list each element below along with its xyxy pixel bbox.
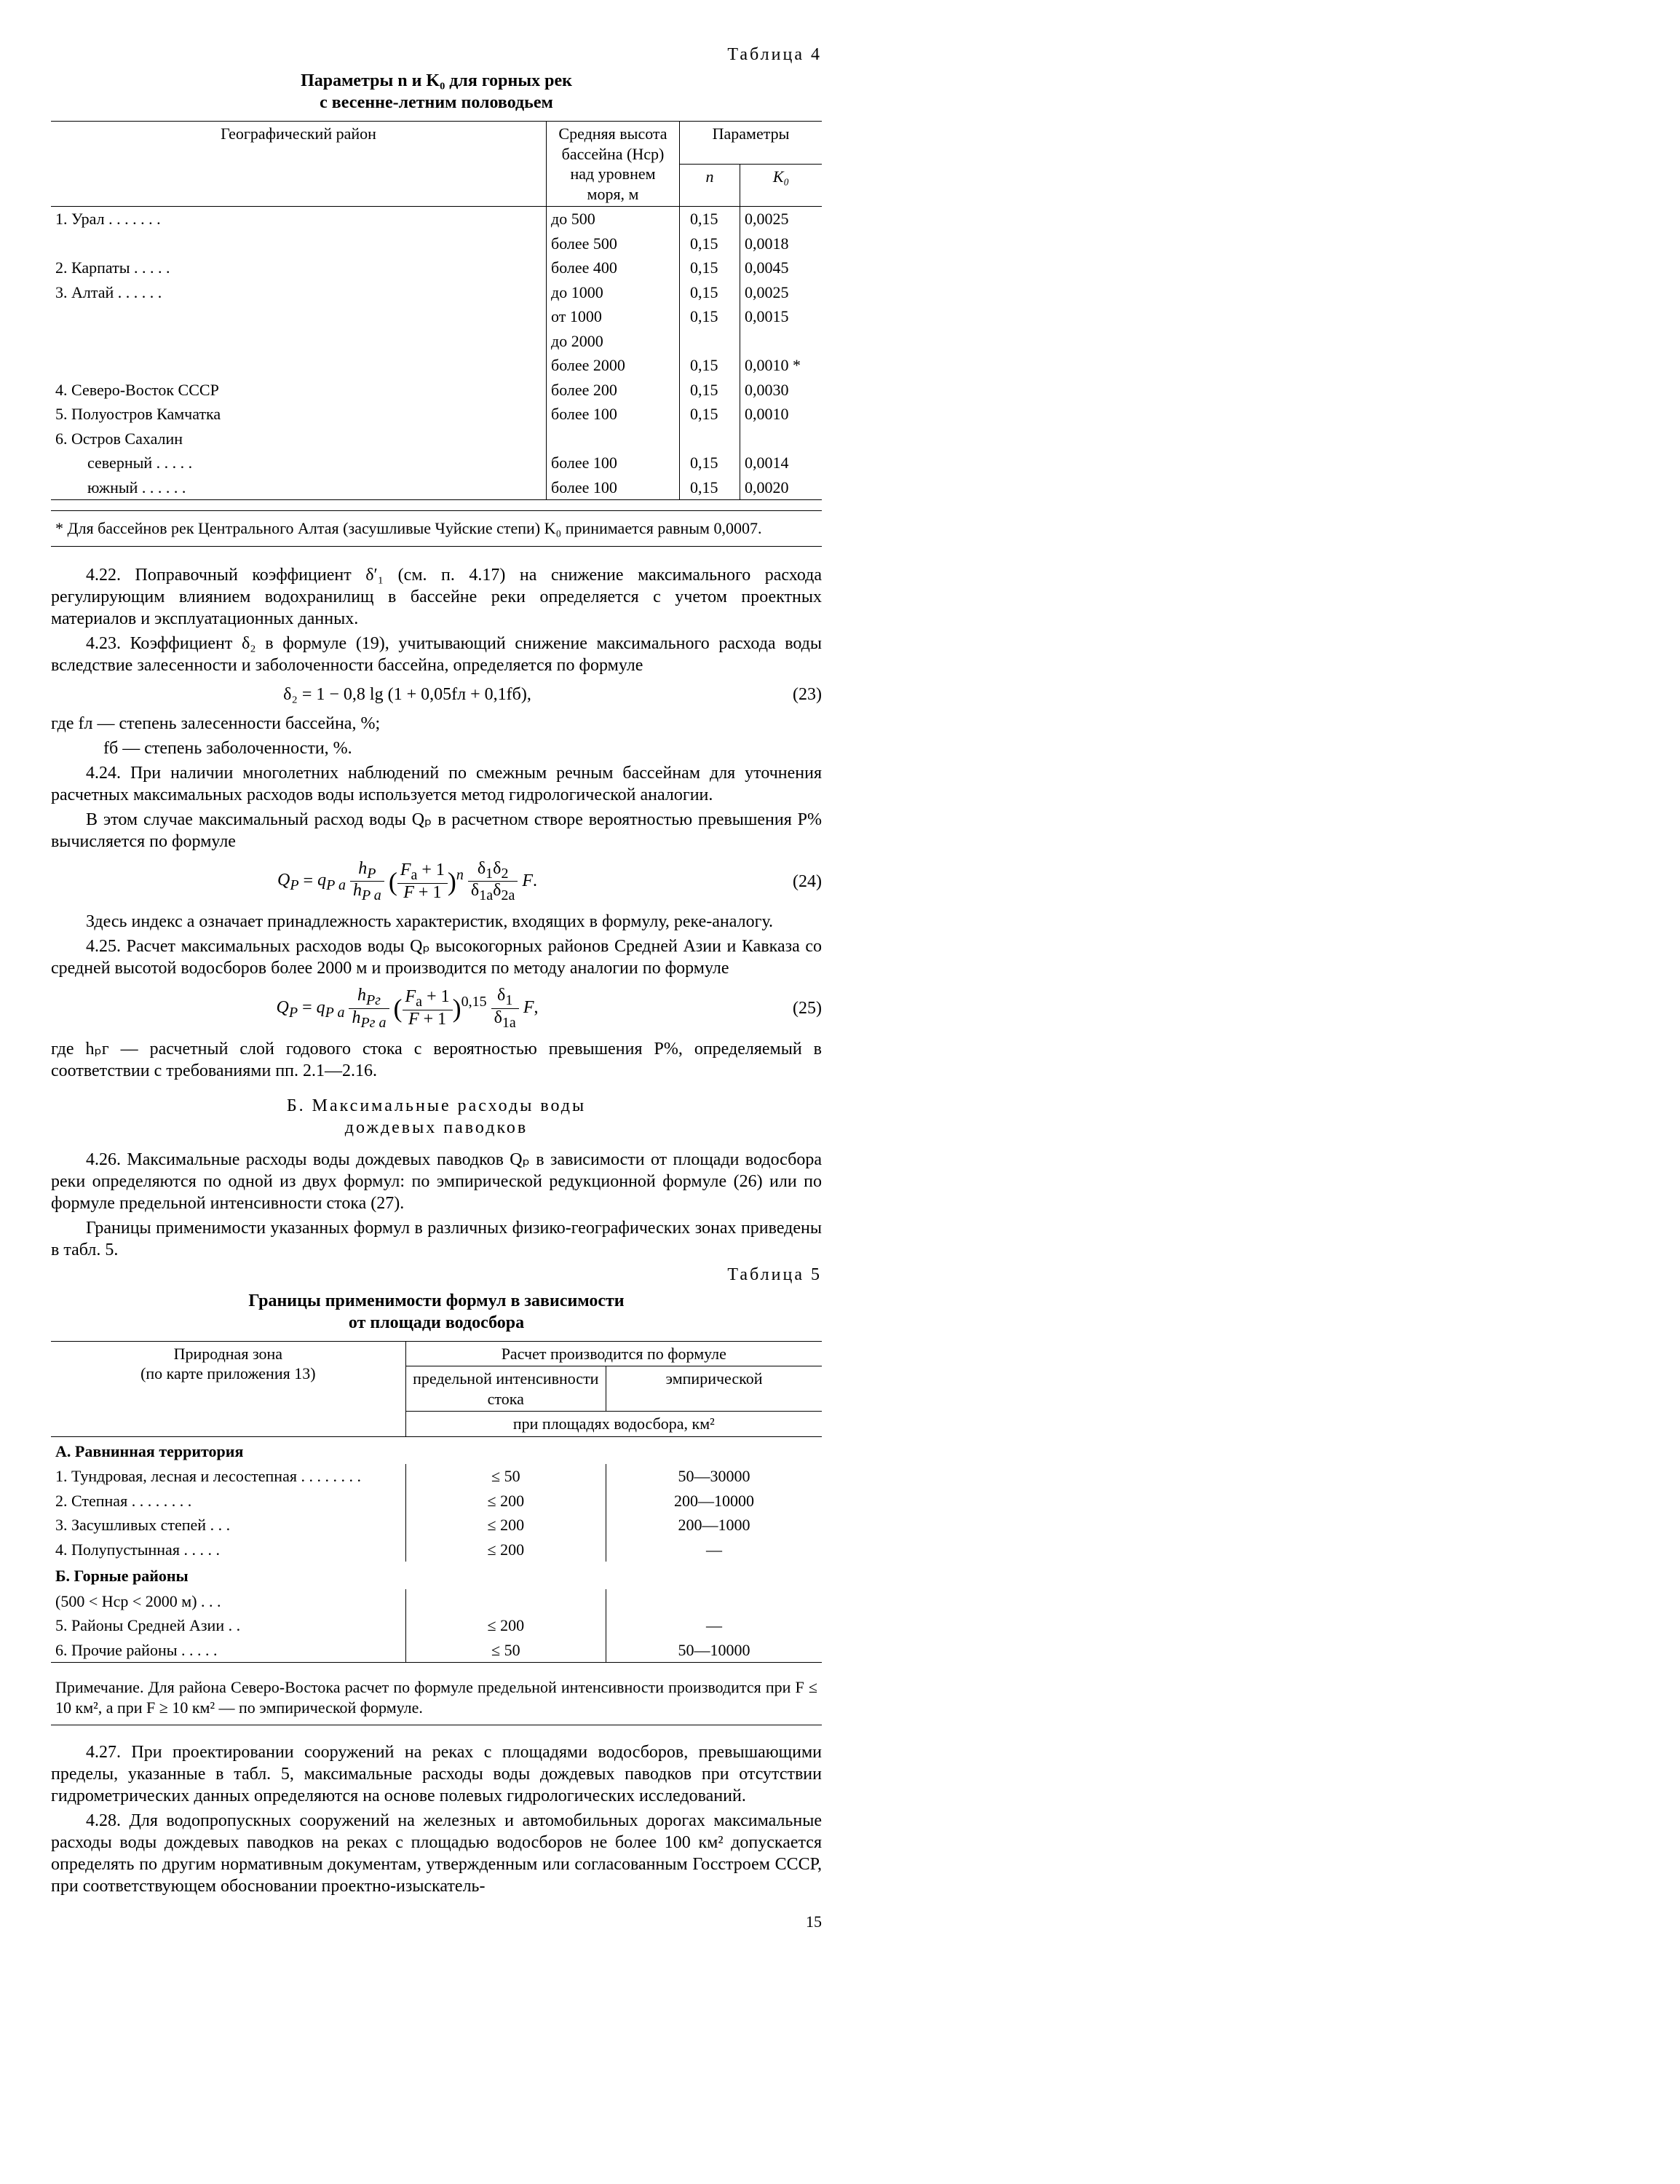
table-row: 2. Карпаты . . . . .более 4000,150,0045 (51, 256, 822, 280)
table-row: Б. Горные районы (51, 1562, 822, 1589)
p-4-26a: 4.26. Максимальные расходы воды дождевых… (51, 1149, 822, 1214)
p-4-26b: Границы применимости указанных формул в … (51, 1217, 822, 1261)
table-row: 4. Полупустынная . . . . .≤ 200— (51, 1538, 822, 1562)
table-row: А. Равнинная территория (51, 1436, 822, 1464)
table5-title-l1: Границы применимости формул в зависимост… (248, 1291, 624, 1310)
th-region: Географический район (51, 122, 547, 207)
table-row: 6. Остров Сахалин (51, 427, 822, 451)
table5-title: Границы применимости формул в зависимост… (51, 1290, 822, 1334)
formula-24-num: (24) (764, 871, 822, 893)
table-row: 3. Алтай . . . . . .до 10000,150,0025 (51, 280, 822, 305)
p-4-23-where1: где fл — степень залесенности бассейна, … (51, 713, 822, 735)
formula-23-num: (23) (764, 684, 822, 705)
table-row: южный . . . . . .более 1000,150,0020 (51, 475, 822, 500)
table4: Географический район Средняя высота басс… (51, 121, 822, 500)
table4-footnote: * Для бассейнов рек Центрального Алтая (… (51, 510, 822, 547)
p-4-23-where2: fб — степень заболоченности, %. (51, 737, 822, 759)
page-number: 15 (51, 1912, 822, 1932)
table4-title-l1: Параметры n и K₀ для горных рек (301, 71, 572, 90)
table-row: более 20000,150,0010 * (51, 353, 822, 378)
table5-label: Таблица 5 (51, 1264, 822, 1286)
formula-23: δ₂ = 1 − 0,8 lg (1 + 0,05fл + 0,1fб), (2… (51, 684, 822, 705)
formula-25-body: QP = qP а hPгhPг а (Fа + 1F + 1)0,15 δ1δ… (51, 986, 764, 1031)
table-row: 1. Урал . . . . . . .до 5000,150,0025 (51, 207, 822, 232)
th-k0: K₀ (740, 164, 823, 207)
table5: Природная зона (по карте приложения 13) … (51, 1341, 822, 1663)
p-4-27: 4.27. При проектировании сооружений на р… (51, 1741, 822, 1807)
p-4-24c: Здесь индекс а означает принадлежность х… (51, 911, 822, 933)
table-row: более 5000,150,0018 (51, 232, 822, 256)
p-where-hpg: где hₚг — расчетный слой годового стока … (51, 1038, 822, 1082)
section-b-l1: Б. Максимальные расходы воды (287, 1096, 586, 1115)
th-area: при площадях водосбора, км² (405, 1412, 822, 1437)
p-4-22: 4.22. Поправочный коэффициент δ′₁ (см. п… (51, 564, 822, 630)
table5-block: Таблица 5 Границы применимости формул в … (51, 1264, 822, 1726)
th-zone: Природная зона (по карте приложения 13) (51, 1341, 405, 1436)
table4-label: Таблица 4 (51, 44, 822, 66)
formula-25-num: (25) (764, 997, 822, 1019)
section-b-heading: Б. Максимальные расходы воды дождевых па… (51, 1095, 822, 1139)
table-row: 4. Северо-Восток СССРболее 2000,150,0030 (51, 378, 822, 403)
th-params: Параметры (680, 122, 823, 165)
table-row: 5. Полуостров Камчаткаболее 1000,150,001… (51, 402, 822, 427)
table-row: до 2000 (51, 329, 822, 354)
table-row: 6. Прочие районы . . . . .≤ 5050—10000 (51, 1638, 822, 1663)
p-4-25: 4.25. Расчет максимальных расходов воды … (51, 935, 822, 979)
table4-block: Таблица 4 Параметры n и K₀ для горных ре… (51, 44, 822, 547)
table-row: от 10000,150,0015 (51, 304, 822, 329)
table-row: северный . . . . .более 1000,150,0014 (51, 451, 822, 475)
table-row: 1. Тундровая, лесная и лесостепная . . .… (51, 1464, 822, 1489)
p-4-24a: 4.24. При наличии многолетних наблюдений… (51, 762, 822, 806)
th-h: Средняя высота бассейна (Hср) над уровне… (547, 122, 680, 207)
table-row: 3. Засушливых степей . . .≤ 200200—1000 (51, 1513, 822, 1538)
table-row: 5. Районы Средней Азии . .≤ 200— (51, 1613, 822, 1638)
formula-24: QP = qP а hPhP а (Fа + 1F + 1)n δ1δ2δ1аδ… (51, 860, 822, 904)
th-c2: эмпирической (606, 1366, 822, 1412)
p-4-23: 4.23. Коэффициент δ₂ в формуле (19), учи… (51, 633, 822, 676)
p-4-24b: В этом случае максимальный расход воды Q… (51, 809, 822, 852)
formula-24-body: QP = qP а hPhP а (Fа + 1F + 1)n δ1δ2δ1аδ… (51, 860, 764, 904)
th-n: n (680, 164, 740, 207)
page: Таблица 4 Параметры n и K₀ для горных ре… (51, 44, 1629, 2082)
formula-23-body: δ₂ = 1 − 0,8 lg (1 + 0,05fл + 0,1fб), (51, 684, 764, 705)
section-b-l2: дождевых паводков (345, 1118, 528, 1137)
table-row: (500 < Hср < 2000 м) . . . (51, 1589, 822, 1614)
table4-title-l2: с весенне-летним половодьем (320, 93, 553, 112)
table5-note: Примечание. Для района Северо-Востока ра… (51, 1673, 822, 1725)
p-4-28: 4.28. Для водопропускных сооружений на ж… (51, 1810, 822, 1897)
th-c1: предельной интенсивности стока (405, 1366, 606, 1412)
table4-title: Параметры n и K₀ для горных рек с весенн… (51, 70, 822, 114)
th-calc: Расчет производится по формуле (405, 1341, 822, 1366)
formula-25: QP = qP а hPгhPг а (Fа + 1F + 1)0,15 δ1δ… (51, 986, 822, 1031)
table5-title-l2: от площади водосбора (349, 1313, 524, 1332)
table-row: 2. Степная . . . . . . . .≤ 200200—10000 (51, 1489, 822, 1514)
